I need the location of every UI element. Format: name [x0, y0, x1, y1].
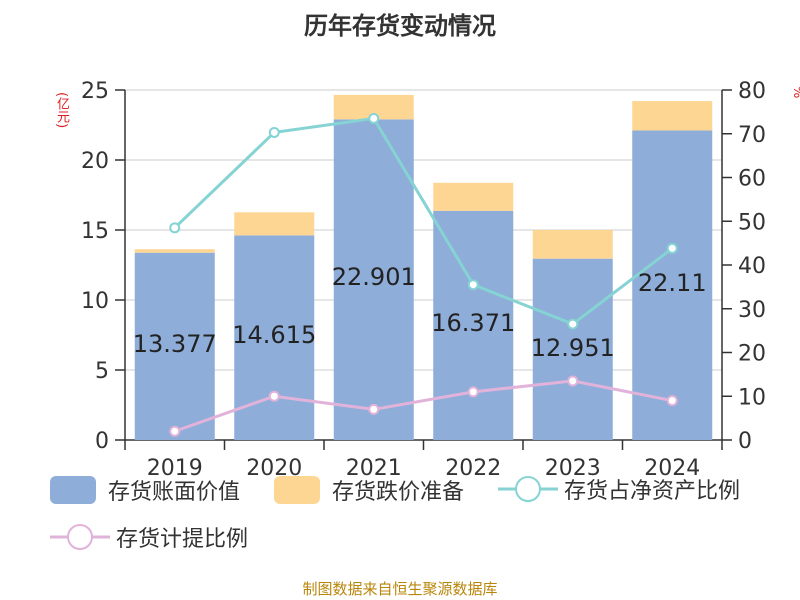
left-axis-unit: (亿元) [54, 92, 69, 129]
provision-ratio-line [174, 379, 673, 433]
x-axis-tick-label: 2023 [545, 456, 601, 481]
legend-label-book-value: 存货账面价值 [108, 480, 241, 505]
legend-swatch-net-assets-ratio [498, 476, 558, 502]
left-axis-tick-label: 0 [95, 429, 109, 454]
right-axis-tick-label: 50 [738, 210, 766, 235]
data-source-note: 制图数据来自恒生聚源数据库 [302, 580, 498, 598]
legend-item-net-assets-ratio[interactable]: 存货占净资产比例 [498, 473, 740, 505]
bar-book-value [333, 119, 414, 441]
provision-ratio-point [467, 386, 479, 398]
net-assets-ratio-point [169, 222, 181, 234]
bar-value-label: 16.371 [431, 309, 515, 337]
x-axis-tick-label: 2019 [147, 456, 203, 481]
right-axis-tick-label: 60 [738, 167, 766, 192]
x-axis-tick-label: 2022 [445, 456, 501, 481]
bar-reserve [632, 101, 713, 131]
left-axis-tick-label: 5 [95, 359, 109, 384]
legend-item-reserve[interactable]: 存货跌价准备 [274, 474, 464, 506]
net-assets-ratio-line [173, 116, 674, 326]
net-assets-ratio-point [567, 318, 579, 330]
provision-ratio-point [666, 395, 678, 407]
chart-title: 历年存货变动情况 [304, 12, 496, 40]
right-axis-tick-label: 30 [738, 298, 766, 323]
bar-value-label: 12.951 [531, 334, 615, 362]
net-assets-ratio-point [268, 126, 280, 138]
right-axis-unit: % [790, 86, 800, 99]
legend-item-book-value[interactable]: 存货账面价值 [50, 474, 240, 506]
bar-reserve [234, 212, 315, 236]
legend-item-provision-ratio[interactable]: 存货计提比例 [50, 521, 248, 553]
legend-swatch-reserve [274, 476, 320, 504]
provision-ratio-point [268, 390, 280, 402]
legend-label-reserve: 存货跌价准备 [332, 480, 465, 505]
right-axis-tick-label: 40 [738, 254, 766, 279]
bar-book-value [134, 252, 215, 440]
right-axis-tick-label: 80 [738, 79, 766, 104]
legend-swatch-provision-ratio [50, 524, 110, 550]
bar-reserve [433, 182, 514, 211]
net-assets-ratio-point [368, 112, 380, 124]
legend-label-net-assets-ratio: 存货占净资产比例 [564, 479, 741, 504]
right-axis-tick-label: 20 [738, 342, 766, 367]
bar-book-value [433, 210, 514, 440]
left-axis-tick-label: 10 [81, 289, 109, 314]
bar-value-label: 22.901 [332, 263, 416, 291]
bar-reserve [134, 249, 215, 253]
right-axis-tick-label: 70 [738, 123, 766, 148]
bar-value-label: 13.377 [133, 330, 217, 358]
x-axis-tick-label: 2021 [346, 456, 402, 481]
right-axis-tick-label: 0 [738, 429, 752, 454]
right-axis-tick-label: 10 [738, 385, 766, 410]
legend-swatch-book-value [50, 476, 96, 504]
provision-ratio-point [368, 403, 380, 415]
net-assets-ratio-point [467, 279, 479, 291]
left-axis-tick-label: 25 [81, 79, 109, 104]
bar-value-label: 14.615 [232, 321, 316, 349]
left-axis-tick-label: 15 [81, 219, 109, 244]
legend-label-provision-ratio: 存货计提比例 [116, 527, 249, 552]
x-axis-tick-label: 2024 [644, 456, 700, 481]
bar-book-value [632, 130, 713, 440]
left-axis-tick-label: 20 [81, 149, 109, 174]
provision-ratio-point [567, 375, 579, 387]
provision-ratio-point [169, 425, 181, 437]
bar-value-label: 22.11 [638, 269, 707, 297]
net-assets-ratio-point [666, 242, 678, 254]
bar-book-value [532, 258, 613, 440]
bar-reserve [532, 229, 613, 259]
